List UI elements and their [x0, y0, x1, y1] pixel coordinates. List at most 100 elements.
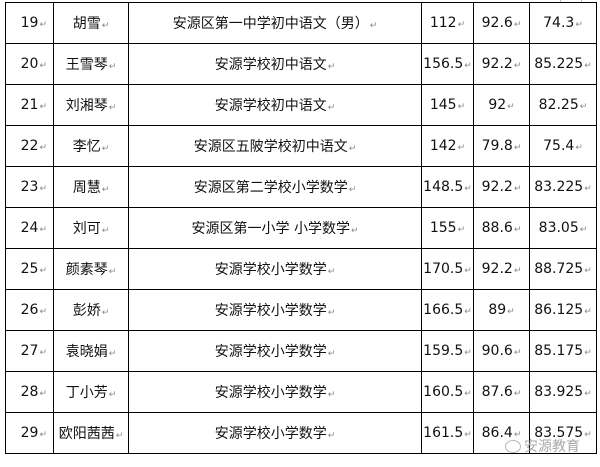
total-score: 83.225	[534, 179, 592, 195]
written-score: 160.5	[423, 384, 472, 400]
row-number-cell: 20	[5, 43, 54, 85]
table-row: 29 欧阳茜茜 安源学校小学数学 161.5 86.4 83.575	[5, 412, 597, 454]
written-score: 159.5	[423, 343, 472, 359]
written-score-cell: 112	[421, 2, 474, 44]
row-number: 22	[21, 138, 47, 154]
teacher-name-cell: 周慧	[53, 166, 129, 208]
interview-score: 88.6	[482, 220, 522, 236]
interview-score-cell: 86.4	[473, 412, 530, 454]
row-number: 27	[21, 343, 47, 359]
total-score: 83.925	[534, 384, 592, 400]
school-subject-cell: 安源区第一中学初中语文（男）	[128, 2, 422, 44]
row-number-cell: 25	[5, 248, 54, 290]
total-score: 74.3	[543, 15, 583, 31]
teacher-name: 颜素琴	[66, 262, 117, 278]
school-subject-cell: 安源学校小学数学	[128, 371, 422, 413]
total-score: 86.125	[534, 302, 592, 318]
row-number: 26	[21, 302, 47, 318]
row-number: 19	[21, 15, 47, 31]
teacher-name-cell: 袁晓娟	[53, 330, 129, 372]
teacher-name-cell: 刘湘琴	[53, 84, 129, 126]
written-score: 161.5	[423, 425, 472, 441]
total-score: 82.25	[539, 97, 588, 113]
school-subject: 安源学校小学数学	[215, 262, 336, 278]
school-subject: 安源区第一中学初中语文（男）	[173, 16, 378, 32]
written-score-cell: 161.5	[421, 412, 474, 454]
written-score-cell: 148.5	[421, 166, 474, 208]
score-table: 19胡雪安源区第一中学初中语文（男）11292.674.320王雪琴安源学校初中…	[5, 2, 597, 454]
school-subject: 安源区第二学校小学数学	[194, 180, 357, 196]
interview-score-cell: 87.6	[473, 371, 530, 413]
interview-score-cell: 90.6	[473, 330, 530, 372]
watermark-text: 安源教育	[524, 439, 580, 455]
teacher-name-cell: 丁小芳	[53, 371, 129, 413]
total-score: 85.175	[534, 343, 592, 359]
written-score-cell: 155	[421, 207, 474, 249]
written-score-cell: 156.5	[421, 43, 474, 85]
row-number: 28	[21, 384, 47, 400]
total-score-cell: 83.225	[529, 166, 597, 208]
interview-score: 92.6	[482, 15, 522, 31]
school-subject-cell: 安源区第二学校小学数学	[128, 166, 422, 208]
interview-score-cell: 79.8	[473, 125, 530, 167]
row-number-cell: 29	[5, 412, 54, 454]
written-score: 156.5	[423, 56, 472, 72]
table-row: 28 丁小芳 安源学校小学数学 160.5 87.6 83.925	[5, 371, 597, 413]
written-score: 142	[430, 138, 465, 154]
school-subject: 安源学校小学数学	[215, 426, 336, 442]
table-row: 25 颜素琴 安源学校小学数学 170.5 92.2 88.725	[5, 248, 597, 290]
school-subject-cell: 安源学校小学数学	[128, 289, 422, 331]
row-number-cell: 24	[5, 207, 54, 249]
total-score-cell: 83.05	[529, 207, 597, 249]
teacher-name: 欧阳茜茜	[59, 426, 124, 442]
total-score-cell: 85.175	[529, 330, 597, 372]
written-score: 166.5	[423, 302, 472, 318]
row-number-cell: 21	[5, 84, 54, 126]
school-subject-cell: 安源区第一小学 小学数学	[128, 207, 422, 249]
teacher-name-cell: 李忆	[53, 125, 129, 167]
row-number-cell: 23	[5, 166, 54, 208]
interview-score-cell: 89	[473, 289, 530, 331]
written-score: 155	[430, 220, 465, 236]
total-score-cell: 85.225	[529, 43, 597, 85]
school-subject: 安源学校初中语文	[215, 57, 336, 73]
school-subject: 安源学校初中语文	[215, 98, 336, 114]
table-row: 27 袁晓娟 安源学校小学数学 159.5 90.6 85.175	[5, 330, 597, 372]
row-number: 23	[21, 179, 47, 195]
total-score: 83.05	[539, 220, 588, 236]
interview-score-cell: 92.6	[473, 2, 530, 44]
interview-score: 90.6	[482, 343, 522, 359]
teacher-name-cell: 刘可	[53, 207, 129, 249]
total-score: 88.725	[534, 261, 592, 277]
row-number: 25	[21, 261, 47, 277]
table-row: 21 刘湘琴 安源学校初中语文 145 92 82.25	[5, 84, 597, 126]
interview-score-cell: 92.2	[473, 166, 530, 208]
row-number-cell: 22	[5, 125, 54, 167]
row-number-cell: 28	[5, 371, 54, 413]
interview-score: 92.2	[482, 261, 522, 277]
school-subject-cell: 安源学校小学数学	[128, 330, 422, 372]
written-score: 148.5	[423, 179, 472, 195]
interview-score-cell: 92.2	[473, 248, 530, 290]
teacher-name: 彭娇	[73, 303, 110, 319]
written-score-cell: 160.5	[421, 371, 474, 413]
row-number: 21	[21, 97, 47, 113]
row-number: 29	[21, 425, 47, 441]
total-score-cell: 83.575	[529, 412, 597, 454]
table-row: 20 王雪琴 安源学校初中语文 156.5 92.2 85.225	[5, 43, 597, 85]
teacher-name: 丁小芳	[66, 385, 117, 401]
table-row: 26 彭娇 安源学校小学数学 166.5 89 86.125	[5, 289, 597, 331]
written-score: 170.5	[423, 261, 472, 277]
written-score-cell: 170.5	[421, 248, 474, 290]
teacher-name-cell: 彭娇	[53, 289, 129, 331]
interview-score-cell: 92.2	[473, 43, 530, 85]
teacher-name: 袁晓娟	[66, 344, 117, 360]
written-score-cell: 159.5	[421, 330, 474, 372]
total-score-cell: 82.25	[529, 84, 597, 126]
school-subject: 安源区第一小学 小学数学	[192, 221, 359, 237]
total-score-cell: 83.925	[529, 371, 597, 413]
total-score-cell: 88.725	[529, 248, 597, 290]
school-subject: 安源学校小学数学	[215, 303, 336, 319]
teacher-name: 李忆	[73, 139, 110, 155]
teacher-name: 刘可	[73, 221, 110, 237]
